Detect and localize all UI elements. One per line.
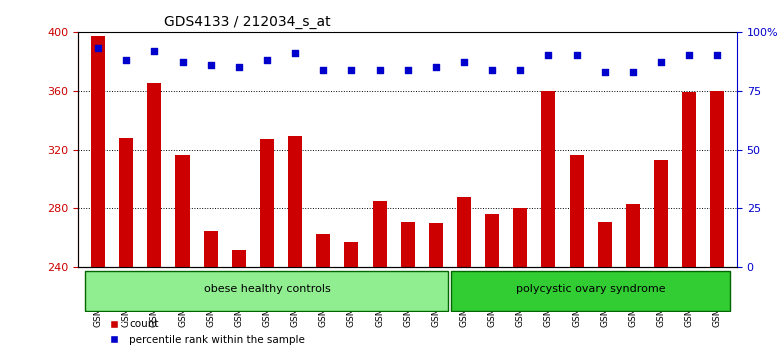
Text: polycystic ovary syndrome: polycystic ovary syndrome	[516, 285, 666, 295]
Point	[289, 50, 301, 56]
Point	[570, 53, 583, 58]
Point	[205, 62, 217, 68]
Bar	[147, 84, 162, 267]
Bar	[344, 242, 358, 267]
Point	[261, 57, 274, 63]
Point	[486, 67, 499, 72]
Point	[317, 67, 329, 72]
Point	[176, 59, 189, 65]
Bar	[654, 160, 668, 267]
Bar	[232, 250, 246, 267]
Point	[148, 48, 161, 53]
Point	[598, 69, 611, 75]
Point	[626, 69, 639, 75]
Point	[655, 59, 667, 65]
Bar	[119, 138, 133, 267]
Bar	[176, 155, 190, 267]
Bar	[710, 91, 724, 267]
Bar	[597, 222, 612, 267]
Bar	[626, 204, 640, 267]
Bar	[316, 234, 330, 267]
Point	[430, 64, 442, 70]
FancyBboxPatch shape	[452, 271, 730, 311]
Bar	[429, 223, 443, 267]
Text: disease state: disease state	[0, 353, 1, 354]
Point	[711, 53, 724, 58]
Text: obese healthy controls: obese healthy controls	[204, 285, 330, 295]
Bar	[485, 215, 499, 267]
Point	[683, 53, 695, 58]
Bar	[514, 209, 528, 267]
Bar	[401, 222, 415, 267]
Point	[233, 64, 245, 70]
Point	[120, 57, 132, 63]
Bar	[682, 92, 696, 267]
Bar	[91, 36, 105, 267]
Bar	[372, 201, 387, 267]
FancyBboxPatch shape	[85, 271, 448, 311]
Text: GDS4133 / 212034_s_at: GDS4133 / 212034_s_at	[164, 16, 331, 29]
Point	[514, 67, 527, 72]
Bar	[542, 91, 555, 267]
Bar	[569, 155, 583, 267]
Bar	[204, 230, 218, 267]
Legend: count, percentile rank within the sample: count, percentile rank within the sample	[100, 315, 310, 349]
Point	[542, 53, 554, 58]
Bar	[457, 197, 471, 267]
Point	[373, 67, 386, 72]
Point	[345, 67, 358, 72]
Point	[458, 59, 470, 65]
Bar	[288, 136, 302, 267]
Point	[401, 67, 414, 72]
Bar	[260, 139, 274, 267]
Point	[92, 46, 104, 51]
